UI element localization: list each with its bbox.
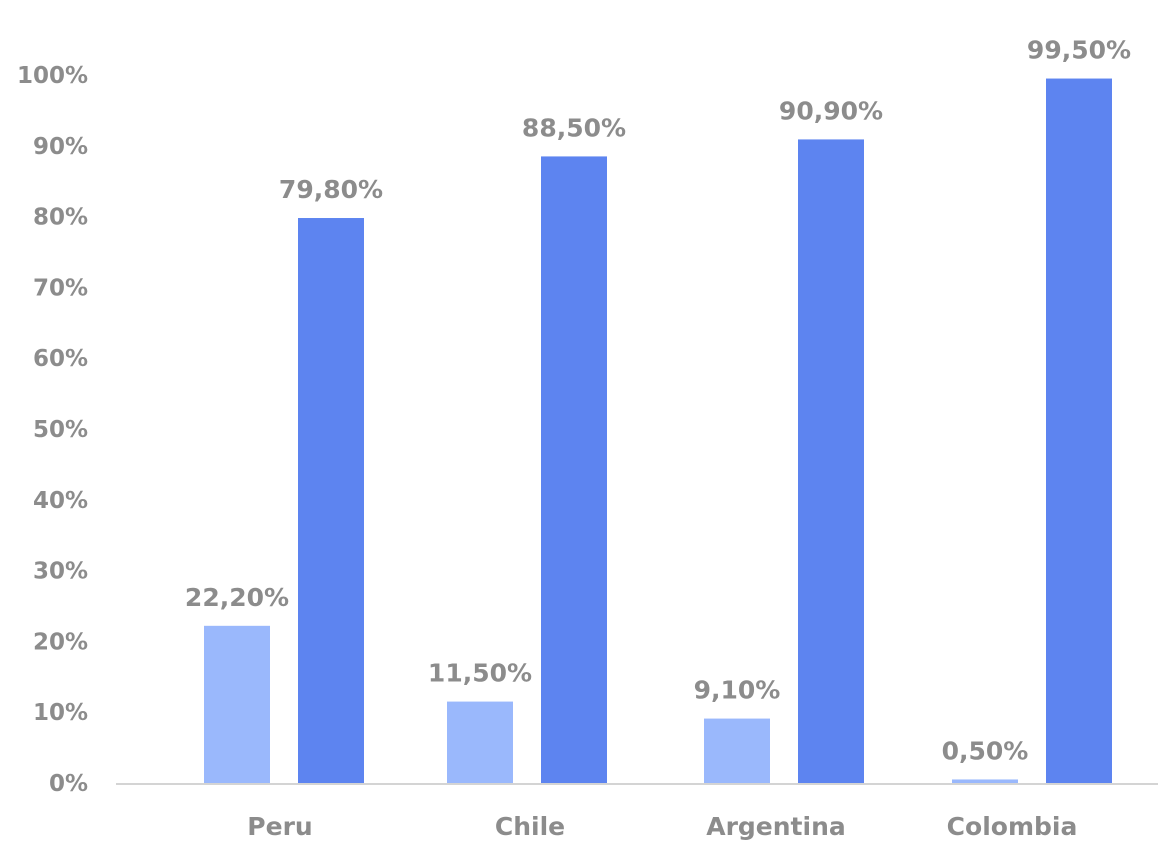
data-label-chile-series-2: 88,50% (522, 113, 626, 142)
bar-chile-series-1 (447, 701, 513, 783)
data-label-peru-series-2: 79,80% (279, 175, 383, 204)
y-tick-label: 70% (33, 275, 88, 301)
bar-colombia-series-2 (1046, 78, 1112, 784)
data-label-chile-series-1: 11,50% (428, 659, 532, 688)
category-label-chile: Chile (495, 812, 565, 841)
y-tick-label: 30% (33, 559, 88, 585)
y-tick-label: 0% (49, 771, 88, 797)
y-tick-label: 60% (33, 346, 88, 372)
bar-peru-series-2 (298, 218, 364, 784)
bars (204, 78, 1112, 784)
data-label-argentina-series-1: 9,10% (694, 676, 781, 705)
bar-chile-series-2 (541, 156, 607, 784)
bar-colombia-series-1 (952, 779, 1018, 783)
category-label-colombia: Colombia (947, 812, 1078, 841)
y-tick-label: 90% (33, 134, 88, 160)
y-tick-label: 50% (33, 417, 88, 443)
data-label-argentina-series-2: 90,90% (779, 96, 883, 125)
y-tick-label: 40% (33, 488, 88, 514)
x-axis: Peru Chile Argentina Colombia (247, 812, 1077, 841)
data-labels: 22,20% 79,80% 11,50% 88,50% 9,10% 90,90% 0,50%… (185, 36, 1131, 766)
category-label-peru: Peru (247, 812, 312, 841)
category-label-argentina: Argentina (706, 812, 846, 841)
y-tick-label: 100% (17, 63, 88, 89)
data-label-colombia-series-1: 0,50% (942, 736, 1029, 765)
bar-argentina-series-1 (704, 718, 770, 783)
bar-peru-series-1 (204, 625, 270, 783)
bar-argentina-series-2 (798, 139, 864, 784)
y-axis: 0% 10% 20% 30% 40% 50% 60% 70% 80% 90% 100% (17, 63, 88, 797)
y-tick-label: 80% (33, 205, 88, 231)
data-label-peru-series-1: 22,20% (185, 583, 289, 612)
y-tick-label: 10% (33, 700, 88, 726)
data-label-colombia-series-2: 99,50% (1027, 36, 1131, 65)
y-tick-label: 20% (33, 629, 88, 655)
